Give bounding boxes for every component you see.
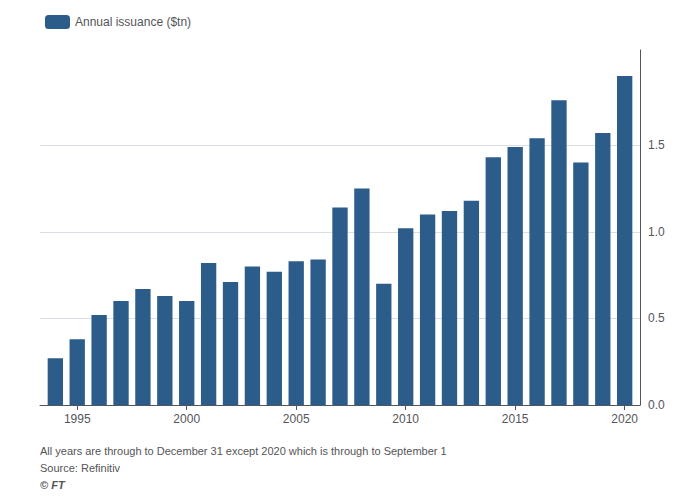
svg-text:2015: 2015 — [502, 412, 529, 426]
svg-text:1.0: 1.0 — [648, 225, 665, 239]
svg-text:1995: 1995 — [64, 412, 91, 426]
svg-text:2000: 2000 — [173, 412, 200, 426]
svg-text:© FT: © FT — [40, 479, 66, 491]
svg-text:Source: Refinitiv: Source: Refinitiv — [40, 462, 121, 474]
svg-text:2005: 2005 — [283, 412, 310, 426]
svg-text:1.5: 1.5 — [648, 138, 665, 152]
svg-text:Annual issuance ($tn): Annual issuance ($tn) — [75, 15, 191, 29]
svg-text:All years are through to Decem: All years are through to December 31 exc… — [40, 445, 447, 457]
svg-text:0.5: 0.5 — [648, 311, 665, 325]
svg-text:0.0: 0.0 — [648, 398, 665, 412]
svg-text:2020: 2020 — [611, 412, 638, 426]
svg-text:2010: 2010 — [392, 412, 419, 426]
